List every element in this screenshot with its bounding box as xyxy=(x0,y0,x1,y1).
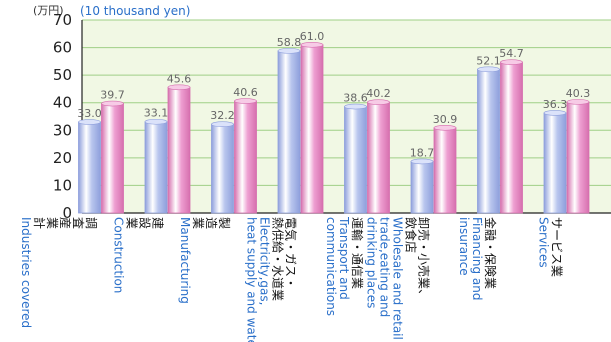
data-label: 40.3 xyxy=(566,87,591,100)
data-label: 40.6 xyxy=(233,86,258,99)
bar-cap xyxy=(543,110,567,116)
bar-series2 xyxy=(234,100,257,214)
category-label-jp: 製 xyxy=(217,217,231,229)
data-label: 36.3 xyxy=(543,98,568,111)
data-label: 52.1 xyxy=(476,54,501,67)
category-label-en: Financing and xyxy=(470,217,484,300)
bar-series1 xyxy=(344,106,367,214)
category-label-jp: 飲食店 xyxy=(404,217,419,253)
bar-cap xyxy=(344,103,367,110)
bar-cap xyxy=(410,158,434,165)
y-tick-label: 10 xyxy=(53,176,72,194)
category-label-en: communications xyxy=(324,217,338,316)
y-tick-label: 60 xyxy=(53,39,72,57)
y-tick-label: 40 xyxy=(53,94,72,112)
bar-cap xyxy=(101,100,124,107)
bar-cap xyxy=(433,125,457,131)
y-unit-jp: (万円) xyxy=(33,4,64,17)
bar-series1 xyxy=(144,121,168,214)
category-label-en: Construction xyxy=(112,217,126,293)
data-label: 39.7 xyxy=(100,89,125,102)
bar-series2 xyxy=(367,101,390,214)
y-tick-label: 20 xyxy=(53,149,72,167)
category-label-en: Manufacturing xyxy=(178,217,192,304)
category-label-jp: 運輸・通信業 xyxy=(350,217,365,289)
category-label-en: Industries covered xyxy=(19,217,33,328)
category-label-en: heat supply and water xyxy=(245,217,259,342)
bar-series2 xyxy=(167,86,191,214)
bar-cap xyxy=(167,84,191,91)
data-label: 38.6 xyxy=(343,92,368,105)
category-label-jp: 業 xyxy=(125,217,139,229)
y-unit-en: (10 thousand yen) xyxy=(80,4,190,18)
bar-series1 xyxy=(410,161,434,214)
category-label-en: Services xyxy=(537,217,551,268)
bar-series2 xyxy=(500,61,523,214)
category-label-en: insurance xyxy=(457,217,471,276)
category-label-jp: 設 xyxy=(138,217,153,229)
category-label-jp: 業 xyxy=(191,217,205,229)
data-label: 33.1 xyxy=(144,107,169,120)
bar-series1 xyxy=(78,121,101,214)
category-label-jp: 建 xyxy=(151,217,165,229)
bar-series1 xyxy=(211,123,234,214)
category-label-jp: 業 xyxy=(45,217,59,229)
bar-cap xyxy=(300,42,324,48)
category-label-jp: 調 xyxy=(84,217,98,229)
data-label: 18.7 xyxy=(410,146,435,159)
bar-cap xyxy=(500,59,523,65)
data-label: 54.7 xyxy=(499,47,524,60)
category-label-jp: 造 xyxy=(204,217,218,229)
category-label-jp: サービス業 xyxy=(550,217,564,277)
data-label: 33.0 xyxy=(77,107,102,120)
bar-cap xyxy=(277,48,301,54)
y-tick-label: 0 xyxy=(62,204,72,222)
bar-cap xyxy=(211,121,234,128)
category-label-jp: 計 xyxy=(32,217,47,229)
category-label-jp: 電気・ガス・ xyxy=(284,217,299,289)
category-label-jp: 査 xyxy=(71,217,85,229)
bar-series2 xyxy=(566,101,590,214)
data-label: 32.2 xyxy=(210,109,235,122)
category-label-en: drinking places xyxy=(365,217,379,308)
data-label: 45.6 xyxy=(167,72,192,85)
bar-cap xyxy=(566,99,590,105)
data-label: 61.0 xyxy=(300,30,325,43)
y-tick-label: 70 xyxy=(53,11,72,29)
bar-cap xyxy=(144,118,168,125)
bar-series1 xyxy=(543,112,567,214)
category-label-jp: 卸売・小売業、 xyxy=(417,217,432,301)
data-label: 30.9 xyxy=(433,113,458,126)
data-label: 58.8 xyxy=(277,36,302,49)
y-tick-label: 50 xyxy=(53,66,72,84)
bar-series1 xyxy=(277,50,301,214)
category-label-en: trade,eating and xyxy=(378,217,392,317)
category-label-jp: 産 xyxy=(58,217,73,229)
y-tick-label: 30 xyxy=(53,121,72,139)
category-label-en: Wholesale and retail xyxy=(391,217,405,340)
bar-series2 xyxy=(433,127,457,214)
data-label: 40.2 xyxy=(366,87,391,100)
category-label-jp: 熱供給・水道業 xyxy=(271,217,285,301)
bar-cap xyxy=(367,99,390,105)
bar-series2 xyxy=(101,103,124,214)
bar-series1 xyxy=(477,68,500,214)
bar-cap xyxy=(78,119,101,125)
bar-series2 xyxy=(300,44,324,214)
bar-cap xyxy=(234,98,257,104)
bar-cap xyxy=(477,66,500,73)
category-label-jp: 金融・保険業 xyxy=(483,217,498,289)
category-label-en: Transport and xyxy=(337,216,351,300)
category-label-en: Electricity,gas, xyxy=(258,217,272,305)
